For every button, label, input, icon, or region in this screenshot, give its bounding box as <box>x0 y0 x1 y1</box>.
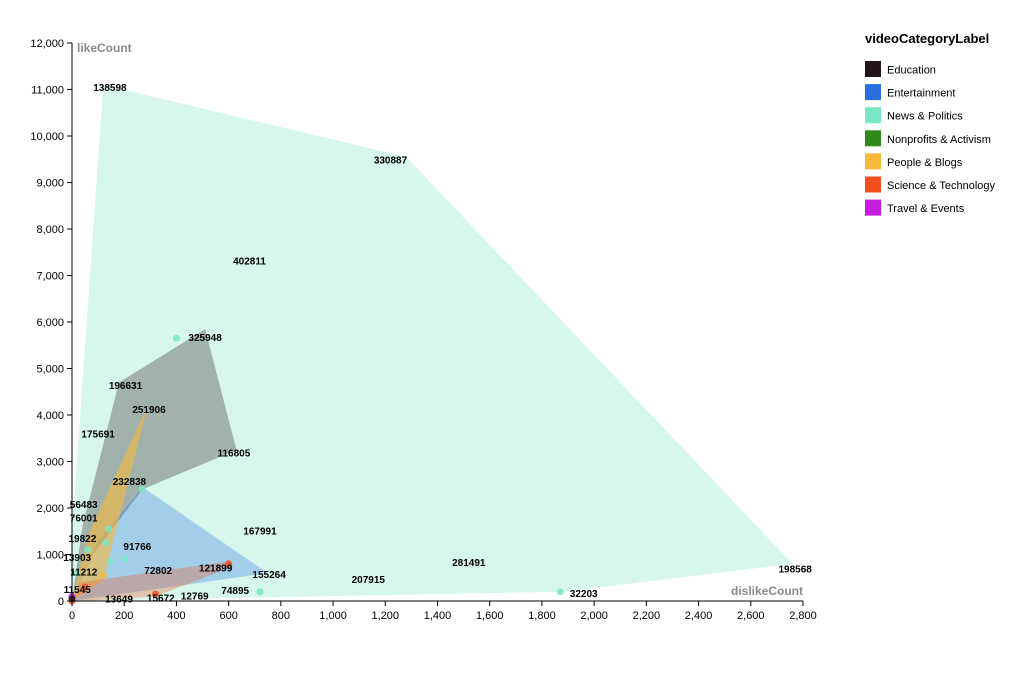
x-tick-label-10: 2,000 <box>580 610 608 622</box>
y-tick-label-4: 4,000 <box>36 410 64 422</box>
legend-swatch-2 <box>865 107 881 124</box>
hull-0 <box>72 84 793 601</box>
point-label-20: 155264 <box>252 570 286 581</box>
data-point-0 <box>172 334 180 342</box>
legend: videoCategoryLabel Education Entertainmen… <box>865 31 996 216</box>
y-axis: 0 1,000 2,000 3,000 4,000 5,000 6,000 7,000 8,00… <box>30 38 73 608</box>
y-tick-label-7: 7,000 <box>36 271 64 283</box>
x-tick-label-9: 1,800 <box>528 610 556 622</box>
y-tick-label-11: 11,000 <box>31 85 64 97</box>
x-axis: 0 200 400 600 800 1,000 1,200 1,400 1,600 1,800 2,… <box>69 600 817 622</box>
x-tick-label-11: 2,200 <box>633 610 661 622</box>
point-label-22: 11545 <box>64 585 92 596</box>
data-point-12 <box>152 590 159 598</box>
x-tick-label-3: 600 <box>219 610 237 622</box>
x-tick-label-2: 400 <box>167 610 185 622</box>
point-label-17: 11212 <box>70 568 98 579</box>
hull-3 <box>72 405 148 601</box>
legend-label-2: News & Politics <box>887 111 963 123</box>
x-tick-label-7: 1,400 <box>424 610 452 622</box>
x-tick-label-1: 200 <box>115 610 133 622</box>
point-label-4: 196631 <box>109 381 143 392</box>
point-label-9: 56483 <box>70 500 98 511</box>
point-label-7: 116805 <box>217 449 250 460</box>
point-label-8: 232838 <box>113 477 147 488</box>
point-label-21: 207915 <box>352 575 386 586</box>
point-label-1: 330887 <box>374 155 408 166</box>
point-label-15: 281491 <box>452 558 486 569</box>
legend-label-4: People & Blogs <box>887 157 963 169</box>
legend-swatch-5 <box>865 176 881 193</box>
legend-swatch-1 <box>865 84 881 101</box>
point-label-2: 402811 <box>233 257 266 268</box>
data-point-11 <box>225 560 233 568</box>
data-point-6 <box>102 539 110 547</box>
hull-2 <box>72 487 268 601</box>
data-point-8 <box>84 546 92 554</box>
point-label-10: 76001 <box>70 513 98 524</box>
legend-label-5: Science & Technology <box>887 180 996 192</box>
point-label-6: 175691 <box>81 430 115 441</box>
y-tick-label-1: 1,000 <box>36 550 64 562</box>
legend-label-3: Nonprofits & Activism <box>887 134 991 146</box>
point-label-0: 138598 <box>93 83 127 94</box>
x-tick-label-5: 1,000 <box>319 610 347 622</box>
hull-1 <box>72 329 237 601</box>
legend-swatch-6 <box>865 199 881 216</box>
point-label-5: 251906 <box>132 405 166 416</box>
legend-swatch-4 <box>865 153 881 170</box>
point-label-16: 198568 <box>779 565 813 576</box>
legend-swatch-0 <box>865 61 881 77</box>
y-axis-title: likeCount <box>77 41 132 55</box>
data-point-3 <box>139 485 146 493</box>
legend-title: videoCategoryLabel <box>865 31 989 46</box>
point-label-11: 167991 <box>243 526 277 537</box>
data-point-13 <box>81 583 89 591</box>
point-label-25: 13649 <box>105 595 133 606</box>
y-tick-label-3: 3,000 <box>36 457 64 469</box>
point-label-12: 19822 <box>68 534 96 545</box>
x-tick-label-6: 1,200 <box>372 610 400 622</box>
data-point-4 <box>105 525 113 533</box>
y-tick-label-6: 6,000 <box>36 317 64 329</box>
x-axis-title: dislikeCount <box>731 584 803 598</box>
data-point-5 <box>120 555 128 563</box>
hull-layer <box>72 84 793 601</box>
x-tick-label-4: 800 <box>272 610 290 622</box>
point-label-27: 12769 <box>181 591 209 602</box>
y-tick-label-2: 2,000 <box>36 503 64 515</box>
data-point-1 <box>256 588 264 596</box>
legend-label-6: Travel & Events <box>887 203 965 215</box>
x-tick-label-8: 1,600 <box>476 610 504 622</box>
x-tick-label-12: 2,400 <box>685 610 713 622</box>
data-point-9 <box>73 569 81 577</box>
hull-4 <box>72 561 234 601</box>
point-label-24: 32203 <box>570 589 598 600</box>
y-tick-label-8: 8,000 <box>36 224 64 236</box>
point-label-23: 74895 <box>221 586 249 597</box>
y-tick-label-0: 0 <box>58 596 64 608</box>
y-tick-label-12: 12,000 <box>30 38 64 50</box>
point-label-layer: 138598 330887 402811 325948 196631 251906 1756… <box>63 83 812 606</box>
x-tick-label-0: 0 <box>69 610 75 622</box>
data-point-2 <box>556 588 564 596</box>
data-point-7 <box>106 558 114 565</box>
point-label-19: 121899 <box>199 564 233 575</box>
x-tick-label-13: 2,600 <box>737 610 765 622</box>
legend-label-0: Education <box>887 65 936 77</box>
point-label-3: 325948 <box>188 333 222 344</box>
legend-label-1: Entertainment <box>887 88 955 100</box>
y-tick-label-5: 5,000 <box>36 364 64 376</box>
point-label-14: 13903 <box>63 553 91 564</box>
legend-swatch-3 <box>865 130 881 147</box>
y-tick-label-10: 10,000 <box>30 131 64 143</box>
point-label-18: 72802 <box>144 566 172 577</box>
point-label-13: 91766 <box>123 542 151 553</box>
x-tick-label-14: 2,800 <box>789 610 817 622</box>
data-point-10 <box>99 571 107 579</box>
y-tick-label-9: 9,000 <box>36 178 64 190</box>
point-label-26: 15672 <box>147 594 175 605</box>
